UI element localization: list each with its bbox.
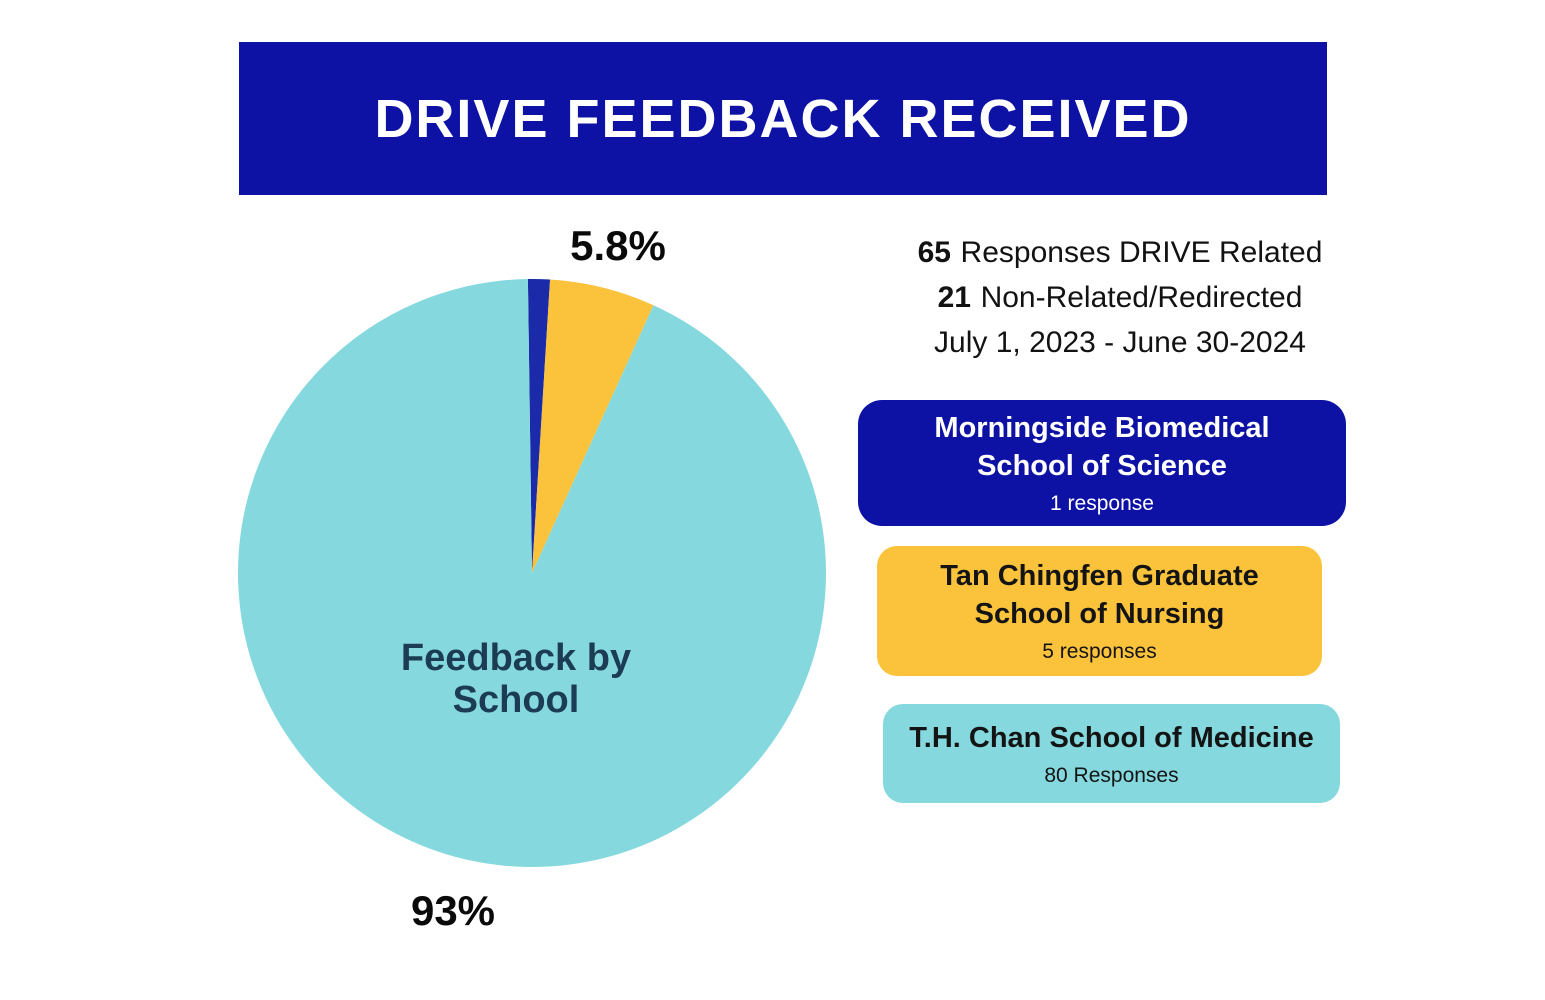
pie-slice-morningside: [527, 279, 551, 573]
pie-label-nursing-percent: 5.8%: [570, 222, 666, 269]
legend-title-line2: School of Science: [977, 450, 1227, 482]
legend-box-count: 5 responses: [1042, 640, 1157, 663]
legend-box-title: T.H. Chan School of Medicine: [909, 719, 1313, 757]
legend-title-line1: Morningside Biomedical: [934, 412, 1270, 444]
legend-box-nursing: Tan Chingfen Graduate School of Nursing …: [877, 546, 1322, 676]
summary-label: Responses DRIVE Related: [960, 236, 1323, 269]
summary-number: 21: [937, 281, 971, 314]
legend-title-line1: Tan Chingfen Graduate: [940, 560, 1259, 592]
legend-box-title: Tan Chingfen Graduate School of Nursing: [940, 557, 1258, 633]
summary-line-responses: 65 Responses DRIVE Related: [870, 230, 1370, 275]
summary-label: July 1, 2023 - June 30-2024: [934, 326, 1306, 359]
legend-box-count: 1 response: [1050, 492, 1154, 515]
legend-box-title: Morningside Biomedical School of Science: [934, 409, 1269, 485]
summary-line-daterange: July 1, 2023 - June 30-2024: [870, 320, 1370, 365]
summary-label: Non-Related/Redirected: [980, 281, 1303, 314]
summary-text: 65 Responses DRIVE Related 21 Non-Related/…: [870, 230, 1370, 365]
pie-center-label-line2: School: [452, 679, 580, 721]
legend-box-medicine: T.H. Chan School of Medicine 80 Response…: [883, 704, 1340, 803]
pie-center-label: Feedback by School: [316, 637, 716, 721]
legend-box-count: 80 Responses: [1044, 763, 1179, 787]
summary-line-nonrelated: 21 Non-Related/Redirected: [870, 275, 1370, 320]
pie-slice-medicine: [238, 279, 826, 867]
pie-chart-container: [238, 279, 826, 867]
summary-number: 65: [917, 236, 951, 269]
pie-slice-nursing: [532, 279, 654, 573]
pie-label-medicine-percent: 93%: [410, 887, 496, 934]
legend-title-line2: School of Nursing: [974, 598, 1225, 630]
legend-box-morningside: Morningside Biomedical School of Science…: [858, 400, 1346, 526]
legend-title-line1: T.H. Chan School of Medicine: [909, 721, 1314, 754]
title-banner: DRIVE FEEDBACK RECEIVED: [239, 42, 1327, 195]
page-title: DRIVE FEEDBACK RECEIVED: [374, 88, 1192, 149]
pie-center-label-line1: Feedback by: [400, 637, 632, 679]
pie-chart: [238, 279, 826, 867]
